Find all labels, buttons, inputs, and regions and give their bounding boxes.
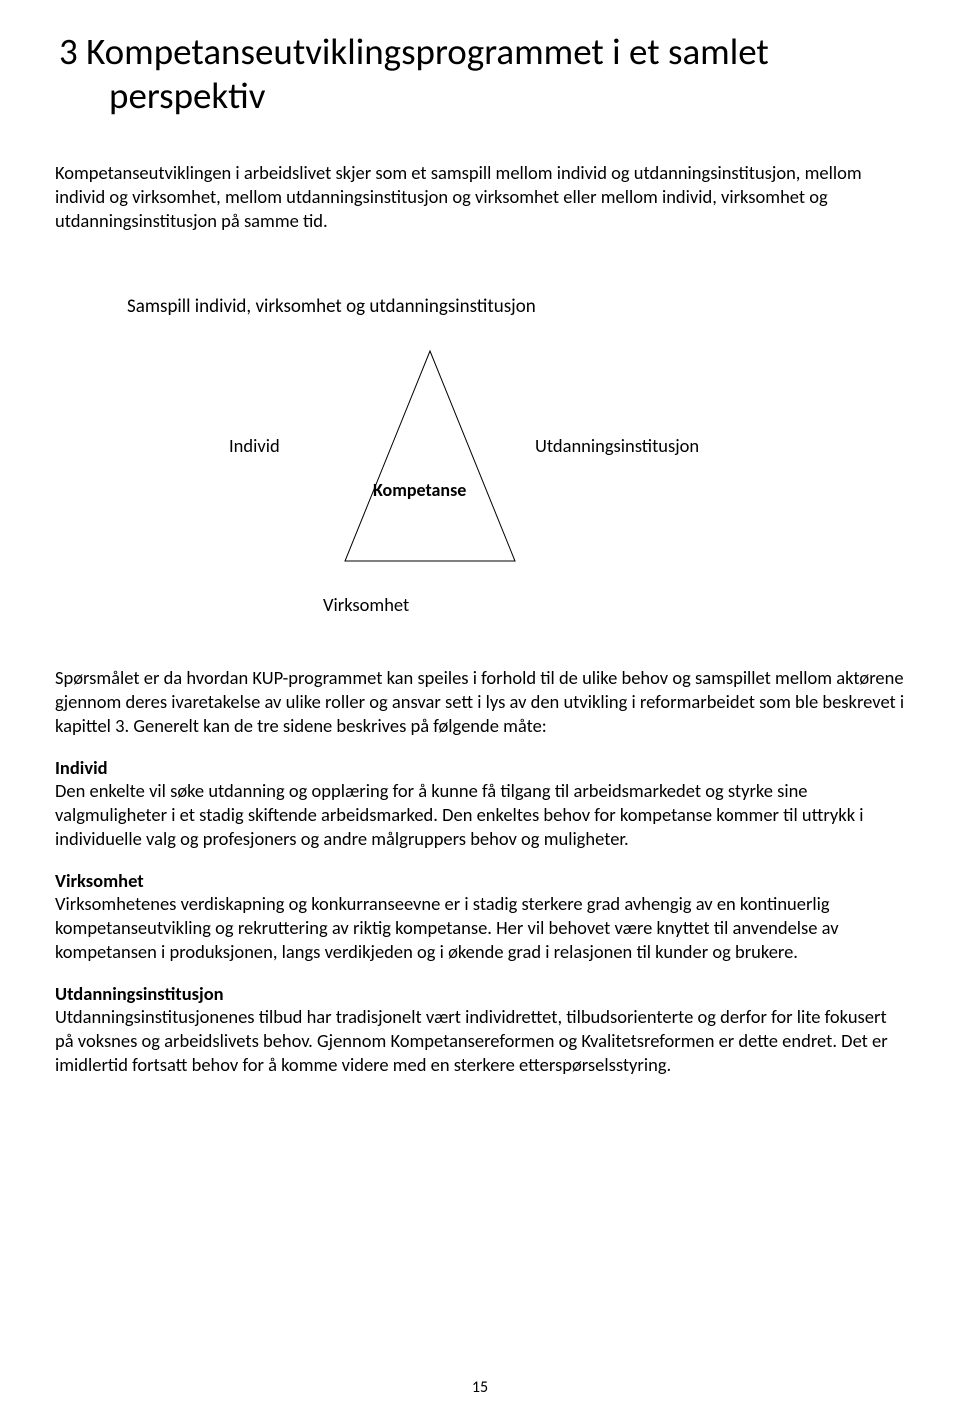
diagram-title: Samspill individ, virksomhet og utdannin… — [55, 295, 905, 318]
title-line-1: 3 Kompetanseutviklingsprogrammet i et sa… — [59, 29, 769, 74]
triangle-diagram: Individ Utdanningsinstitusjon Kompetanse… — [55, 346, 905, 626]
triangle-icon — [340, 346, 520, 566]
intro-paragraph: Kompetanseutviklingen i arbeidslivet skj… — [55, 161, 905, 233]
section-virksomhet: Virksomhet Virksomhetenes verdiskapning … — [55, 869, 905, 964]
section-individ: Individ Den enkelte vil søke utdanning o… — [55, 756, 905, 851]
section-text: Utdanningsinstitusjonenes tilbud har tra… — [55, 1005, 905, 1077]
body-paragraph: Spørsmålet er da hvordan KUP-programmet … — [55, 666, 905, 738]
diagram-label-right: Utdanningsinstitusjon — [535, 434, 699, 457]
triangle-shape — [345, 351, 515, 561]
title-line-2: perspektiv — [59, 74, 905, 118]
section-heading: Individ — [55, 756, 905, 779]
diagram-label-bottom: Virksomhet — [323, 593, 409, 616]
section-text: Virksomhetenes verdiskapning og konkurra… — [55, 892, 905, 964]
page-number: 15 — [0, 1378, 960, 1397]
section-utdanningsinstitusjon: Utdanningsinstitusjon Utdanningsinstitus… — [55, 982, 905, 1077]
page-title: 3 Kompetanseutviklingsprogrammet i et sa… — [55, 30, 905, 119]
section-heading: Utdanningsinstitusjon — [55, 982, 905, 1005]
diagram-label-center: Kompetanse — [373, 479, 466, 501]
section-text: Den enkelte vil søke utdanning og opplær… — [55, 779, 905, 851]
section-heading: Virksomhet — [55, 869, 905, 892]
diagram-label-left: Individ — [229, 434, 280, 457]
